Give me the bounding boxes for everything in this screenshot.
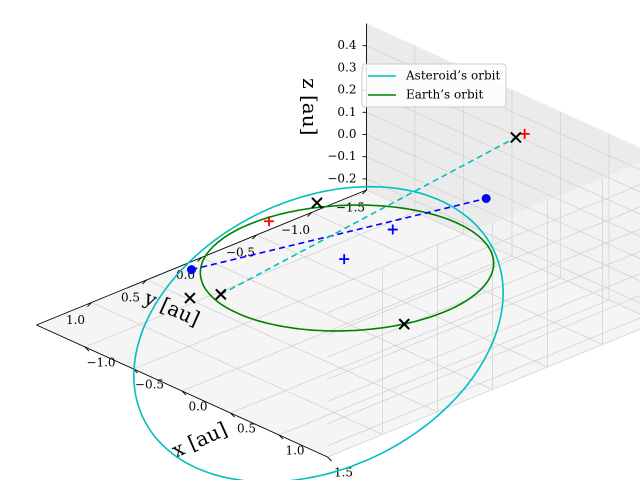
grid-line (327, 317, 640, 447)
tick-mark (197, 257, 202, 262)
plus-marker (339, 254, 350, 265)
tick-label: 0.5 (121, 291, 140, 305)
tick-label: 1.5 (334, 466, 353, 480)
plus-marker (387, 224, 398, 235)
grid-line (327, 184, 640, 314)
tick-mark (84, 346, 90, 352)
x-marker (398, 318, 410, 330)
grid-line (327, 273, 640, 402)
grid-line (311, 212, 603, 345)
grid-line (366, 178, 640, 304)
grid-line (327, 228, 640, 358)
x-axis-label: x [au] (168, 417, 231, 463)
tick-mark (362, 189, 367, 195)
grid-line (366, 189, 640, 315)
x-marker (510, 131, 522, 144)
x-marker (184, 292, 196, 304)
grid-line (327, 206, 640, 336)
grid-line (366, 156, 640, 282)
grid-line (327, 295, 640, 425)
tick-label: −0.5 (226, 246, 255, 260)
tick-mark (87, 302, 92, 307)
legend-label: Earth’s orbit (406, 88, 483, 102)
point-marker (481, 193, 491, 203)
earth-orbit-line (199, 204, 495, 332)
tick-label: 0.0 (337, 127, 356, 141)
tick-label: 1.0 (66, 313, 85, 327)
grid-line (327, 251, 640, 380)
x-marker (215, 288, 227, 301)
tick-label: 0.4 (337, 38, 356, 52)
grid-lines (84, 45, 640, 458)
z-axis-label: z [au] (298, 78, 322, 135)
x-marker (311, 197, 323, 209)
dashed-connector (220, 136, 517, 296)
point-marker (187, 265, 196, 275)
grid-line (91, 302, 383, 435)
tick-mark (181, 390, 187, 396)
floor-pane (36, 190, 640, 457)
markers-group (184, 128, 530, 330)
tick-label: −1.5 (336, 201, 365, 215)
tick-label: 0.3 (337, 60, 356, 74)
tick-mark (142, 279, 147, 285)
tick-label: −0.5 (135, 378, 164, 392)
legend-label: Asteroid’s orbit (405, 69, 500, 83)
tick-label: 1.0 (285, 444, 304, 458)
tick-label: −1.0 (86, 356, 115, 370)
tick-mark (307, 212, 312, 217)
tick-label: 0.2 (337, 83, 356, 97)
tick-label: −1.0 (281, 223, 310, 237)
grid-line (256, 234, 548, 368)
tick-labels: −1.0 −0.5 0.0 0.5 1.0 1.5 1.0 0.5 0.0 −0.5 −1.0 −1.… (66, 38, 367, 480)
grid-line (366, 89, 640, 215)
series-group (132, 136, 517, 480)
tick-label: 0.1 (337, 105, 356, 119)
tick-mark (278, 434, 284, 440)
asteroid-orbit-line (132, 185, 505, 480)
tick-mark (327, 456, 332, 462)
plus-marker (264, 216, 275, 227)
tick-label: −0.1 (327, 149, 356, 163)
grid-line (366, 134, 640, 260)
legend-box (361, 63, 507, 108)
plus-marker (519, 128, 530, 139)
tick-label: 0.5 (237, 422, 256, 436)
tick-label: 0.0 (188, 400, 207, 414)
legend: Asteroid’s orbit Earth’s orbit (361, 63, 507, 108)
tick-mark (230, 412, 235, 418)
grid-line (366, 111, 640, 237)
dashed-connector (191, 197, 487, 271)
tick-label: −0.2 (327, 171, 356, 185)
tick-mark (252, 234, 257, 240)
